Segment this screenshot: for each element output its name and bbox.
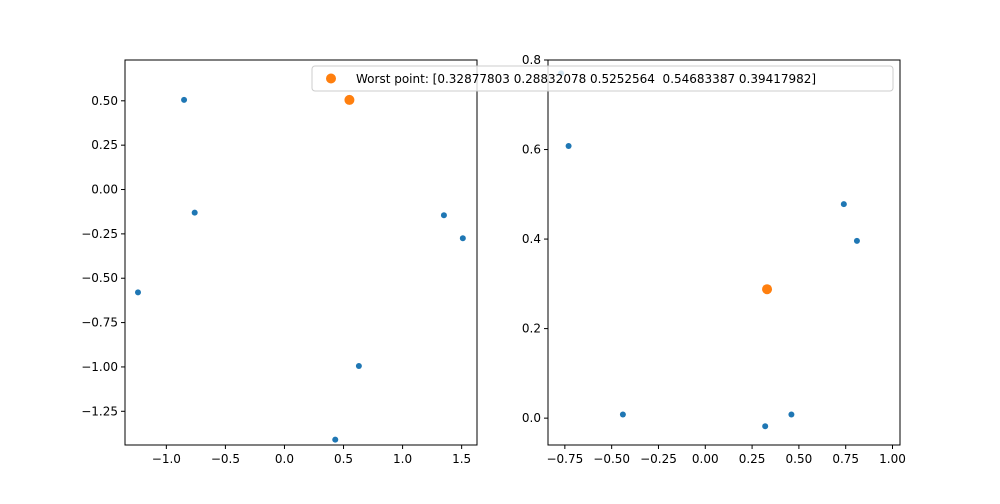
y-tick-label: 0.0 — [522, 411, 541, 425]
x-tick-label: 0.0 — [275, 452, 294, 466]
y-tick-label: 0.8 — [522, 53, 541, 67]
y-tick-label: 0.4 — [522, 232, 541, 246]
worst-point-marker — [344, 94, 355, 105]
x-tick-label: 1.5 — [452, 452, 471, 466]
x-tick-label: 0.25 — [739, 452, 766, 466]
data-point — [565, 142, 572, 149]
worst-point-marker — [762, 284, 773, 295]
y-tick-label: −0.25 — [81, 227, 118, 241]
data-point — [181, 96, 188, 103]
data-point — [619, 411, 626, 418]
left-subplot: −1.0 −0.5 0.0 0.5 1.0 1.5 −1.25 −1.00 −0.75 −0.50… — [81, 59, 478, 466]
legend-box — [311, 65, 894, 92]
axes-frame — [547, 59, 901, 446]
x-tick-label: −0.25 — [640, 452, 677, 466]
legend: Worst point: [0.32877803 0.28832078 0.52… — [311, 65, 894, 92]
data-point — [332, 436, 339, 443]
y-tick-label: 0.25 — [91, 138, 118, 152]
data-point — [355, 363, 362, 370]
x-tick-label: 0.75 — [832, 452, 859, 466]
x-tick-label: −1.0 — [152, 452, 181, 466]
y-tick-label: −0.50 — [81, 271, 118, 285]
data-point — [762, 423, 769, 430]
y-tick-label: 0.00 — [91, 183, 118, 197]
data-point — [788, 411, 795, 418]
x-tick-label: −0.50 — [593, 452, 630, 466]
y-tick-label: 0.2 — [522, 322, 541, 336]
legend-marker-worst-point — [326, 73, 336, 84]
data-point — [440, 212, 447, 219]
y-tick-label: −1.25 — [81, 404, 118, 418]
data-point — [191, 209, 198, 216]
data-point — [134, 289, 141, 296]
axes-frame — [124, 59, 478, 446]
data-point — [840, 201, 847, 208]
y-tick-label: −1.00 — [81, 360, 118, 374]
x-tick-label: −0.75 — [546, 452, 583, 466]
legend-label: Worst point: [0.32877803 0.28832078 0.52… — [356, 72, 816, 86]
y-tick-label: −0.75 — [81, 316, 118, 330]
data-point — [853, 237, 860, 244]
data-point — [459, 235, 466, 242]
x-tick-label: 0.50 — [786, 452, 813, 466]
x-tick-label: 0.5 — [334, 452, 353, 466]
right-subplot: −0.75 −0.50 −0.25 0.00 0.25 0.50 0.75 1.00 0.0 0.… — [522, 53, 906, 466]
x-tick-label: 0.00 — [692, 452, 719, 466]
y-tick-label: 0.50 — [91, 94, 118, 108]
x-tick-label: 1.0 — [393, 452, 412, 466]
x-tick-label: 1.00 — [879, 452, 906, 466]
x-tick-label: −0.5 — [211, 452, 240, 466]
y-tick-label: 0.6 — [522, 143, 541, 157]
